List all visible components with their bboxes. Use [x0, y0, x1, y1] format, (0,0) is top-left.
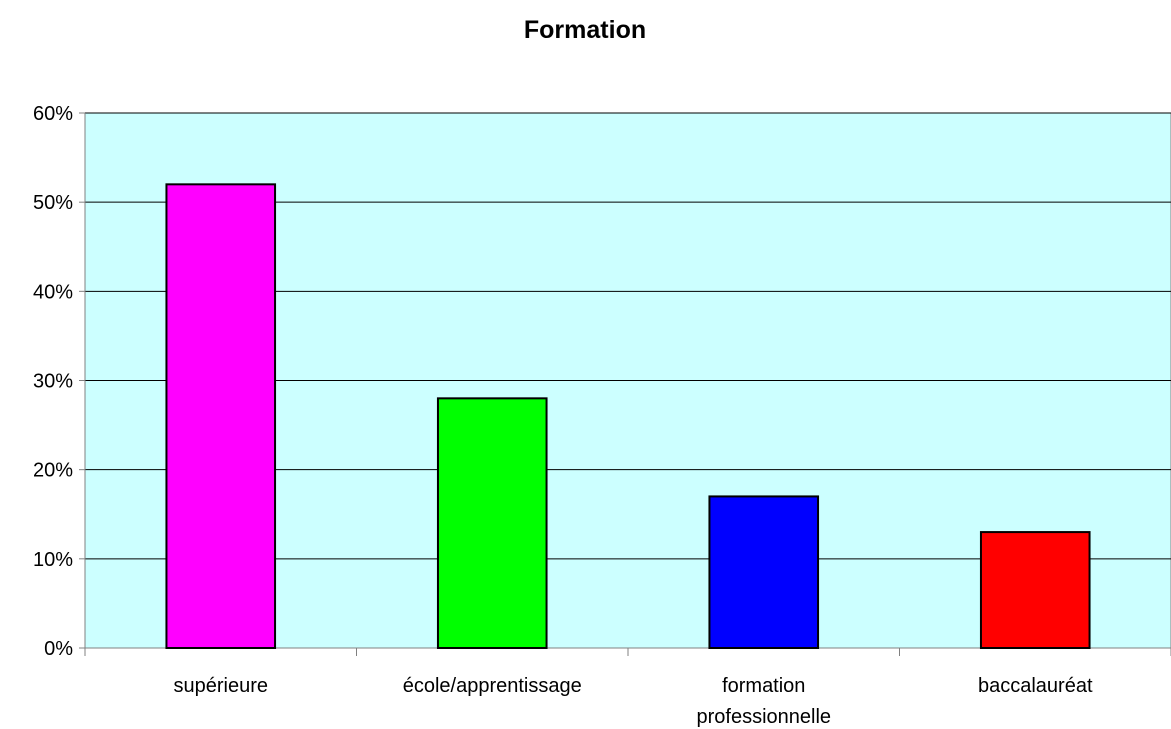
- bar: [708, 495, 820, 649]
- x-tick-label: formation professionnelle: [696, 675, 831, 728]
- chart-title: Formation: [524, 16, 646, 44]
- y-tick-label: 40%: [33, 281, 73, 303]
- x-tick-label: supérieure: [173, 675, 268, 697]
- y-tick-label: 0%: [44, 638, 73, 660]
- bar: [436, 397, 548, 650]
- y-tick-label: 30%: [33, 371, 73, 393]
- y-tick-label: 50%: [33, 192, 73, 214]
- category-labels: supérieure école/apprentissage formation pr…: [173, 675, 1092, 728]
- x-axis: [84, 647, 1171, 656]
- y-tick-label: 10%: [33, 549, 73, 571]
- bar: [979, 531, 1091, 649]
- y-tick-label: 60%: [33, 103, 73, 125]
- y-axis: 0% 10% 20% 30% 40% 50% 60%: [33, 103, 86, 660]
- bars: [165, 183, 1091, 650]
- y-tick-label: 20%: [33, 460, 73, 482]
- bar: [165, 183, 277, 649]
- x-tick-label: école/apprentissage: [403, 675, 582, 697]
- x-tick-label: baccalauréat: [978, 675, 1093, 697]
